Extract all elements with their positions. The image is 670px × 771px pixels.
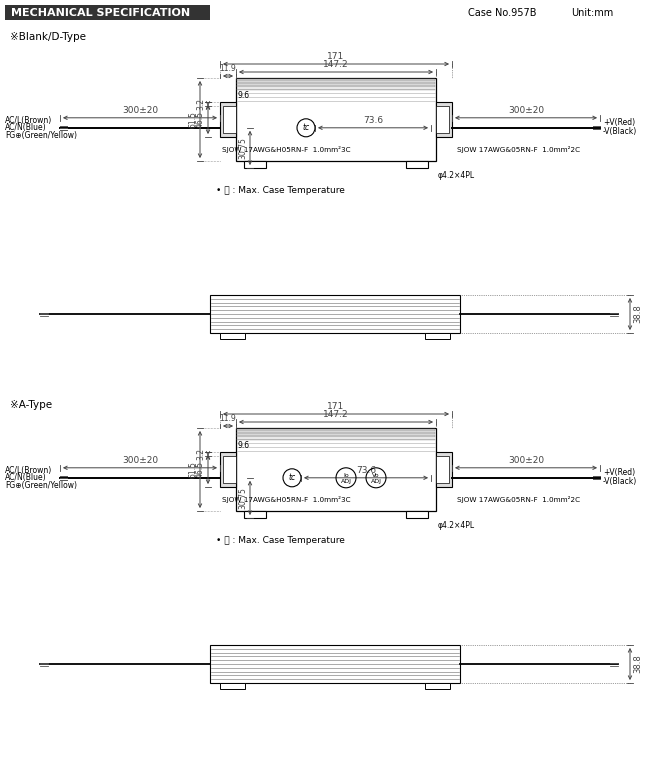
Text: Case No.957B: Case No.957B	[468, 8, 537, 18]
Bar	[237, 439, 435, 440]
Text: Vo: Vo	[373, 473, 380, 478]
Bar	[406, 161, 428, 168]
Text: • Ⓝ : Max. Case Temperature: • Ⓝ : Max. Case Temperature	[216, 186, 345, 195]
Text: AC/N(Blue): AC/N(Blue)	[5, 123, 47, 133]
Text: 11.9: 11.9	[220, 414, 237, 423]
Text: • Ⓝ : Max. Case Temperature: • Ⓝ : Max. Case Temperature	[216, 536, 345, 545]
Text: 46.5: 46.5	[196, 461, 205, 478]
Text: tc: tc	[302, 123, 310, 133]
Text: SJOW 17AWG&05RN-F  1.0mm²2C: SJOW 17AWG&05RN-F 1.0mm²2C	[457, 146, 580, 153]
Bar	[425, 683, 450, 689]
Bar	[436, 106, 449, 133]
Bar	[5, 5, 210, 20]
Text: φ4.2×4PL: φ4.2×4PL	[438, 171, 475, 180]
Text: SJOW 17AWG&05RN-F  1.0mm²2C: SJOW 17AWG&05RN-F 1.0mm²2C	[457, 496, 580, 503]
Bar	[223, 456, 236, 483]
Bar	[210, 295, 460, 333]
Bar	[244, 161, 266, 168]
Text: 9.6: 9.6	[237, 441, 249, 450]
Bar	[236, 78, 436, 161]
Text: ADJ: ADJ	[340, 480, 352, 484]
Text: FG⊕(Green/Yellow): FG⊕(Green/Yellow)	[5, 481, 77, 490]
Text: SJOW 17AWG&H05RN-F  1.0mm²3C: SJOW 17AWG&H05RN-F 1.0mm²3C	[222, 496, 350, 503]
Bar	[237, 79, 435, 81]
Bar	[237, 86, 435, 87]
Bar	[406, 511, 428, 518]
Text: 61.5: 61.5	[188, 461, 197, 478]
Text: 9.6: 9.6	[237, 91, 249, 100]
Text: 30.75: 30.75	[238, 487, 247, 509]
Text: 300±20: 300±20	[508, 106, 544, 115]
Bar	[436, 102, 452, 137]
Text: MECHANICAL SPECIFICATION: MECHANICAL SPECIFICATION	[11, 8, 190, 18]
Text: Unit:mm: Unit:mm	[571, 8, 613, 18]
Text: 46.5: 46.5	[196, 111, 205, 128]
Bar	[237, 429, 435, 431]
Text: 171: 171	[328, 402, 344, 411]
Text: SJOW 17AWG&H05RN-F  1.0mm²3C: SJOW 17AWG&H05RN-F 1.0mm²3C	[222, 146, 350, 153]
Bar	[210, 645, 460, 683]
Bar	[237, 89, 435, 90]
Text: 300±20: 300±20	[122, 106, 158, 115]
Text: 300±20: 300±20	[122, 456, 158, 465]
Text: φ4.2×4PL: φ4.2×4PL	[438, 521, 475, 530]
Bar	[220, 452, 236, 487]
Bar	[244, 511, 266, 518]
Text: 38.8: 38.8	[633, 655, 642, 673]
Text: 147.2: 147.2	[323, 60, 349, 69]
Text: -V(Black): -V(Black)	[603, 127, 637, 136]
Text: +V(Red): +V(Red)	[603, 118, 635, 127]
Text: AC/L(Brown): AC/L(Brown)	[5, 116, 52, 126]
Text: AC/N(Blue): AC/N(Blue)	[5, 473, 47, 483]
Text: ADJ: ADJ	[371, 480, 381, 484]
Bar	[237, 436, 435, 437]
Bar	[425, 333, 450, 339]
Text: 3.2: 3.2	[196, 448, 205, 460]
Text: 147.2: 147.2	[323, 410, 349, 419]
Text: AC/L(Brown): AC/L(Brown)	[5, 466, 52, 475]
Text: 30.75: 30.75	[238, 137, 247, 159]
Bar	[223, 106, 236, 133]
Text: 3.2: 3.2	[196, 98, 205, 110]
Text: FG⊕(Green/Yellow): FG⊕(Green/Yellow)	[5, 131, 77, 140]
Text: Io: Io	[343, 473, 349, 478]
Text: 73.6: 73.6	[363, 116, 383, 125]
Bar	[436, 452, 452, 487]
Text: tc: tc	[288, 473, 295, 483]
Text: +V(Red): +V(Red)	[603, 468, 635, 477]
Text: -V(Black): -V(Black)	[603, 477, 637, 487]
Text: 300±20: 300±20	[508, 456, 544, 465]
Text: ※A-Type: ※A-Type	[10, 400, 52, 410]
Bar	[436, 456, 449, 483]
Bar	[220, 333, 245, 339]
Text: 73.6: 73.6	[356, 466, 376, 475]
Bar	[220, 102, 236, 137]
Text: ※Blank/D-Type: ※Blank/D-Type	[10, 32, 86, 42]
Bar	[220, 683, 245, 689]
Text: 11.9: 11.9	[220, 64, 237, 73]
Bar	[237, 433, 435, 434]
Text: 171: 171	[328, 52, 344, 61]
Text: 61.5: 61.5	[188, 111, 197, 128]
Text: 38.8: 38.8	[633, 305, 642, 323]
Bar	[236, 428, 436, 511]
Bar	[237, 82, 435, 84]
